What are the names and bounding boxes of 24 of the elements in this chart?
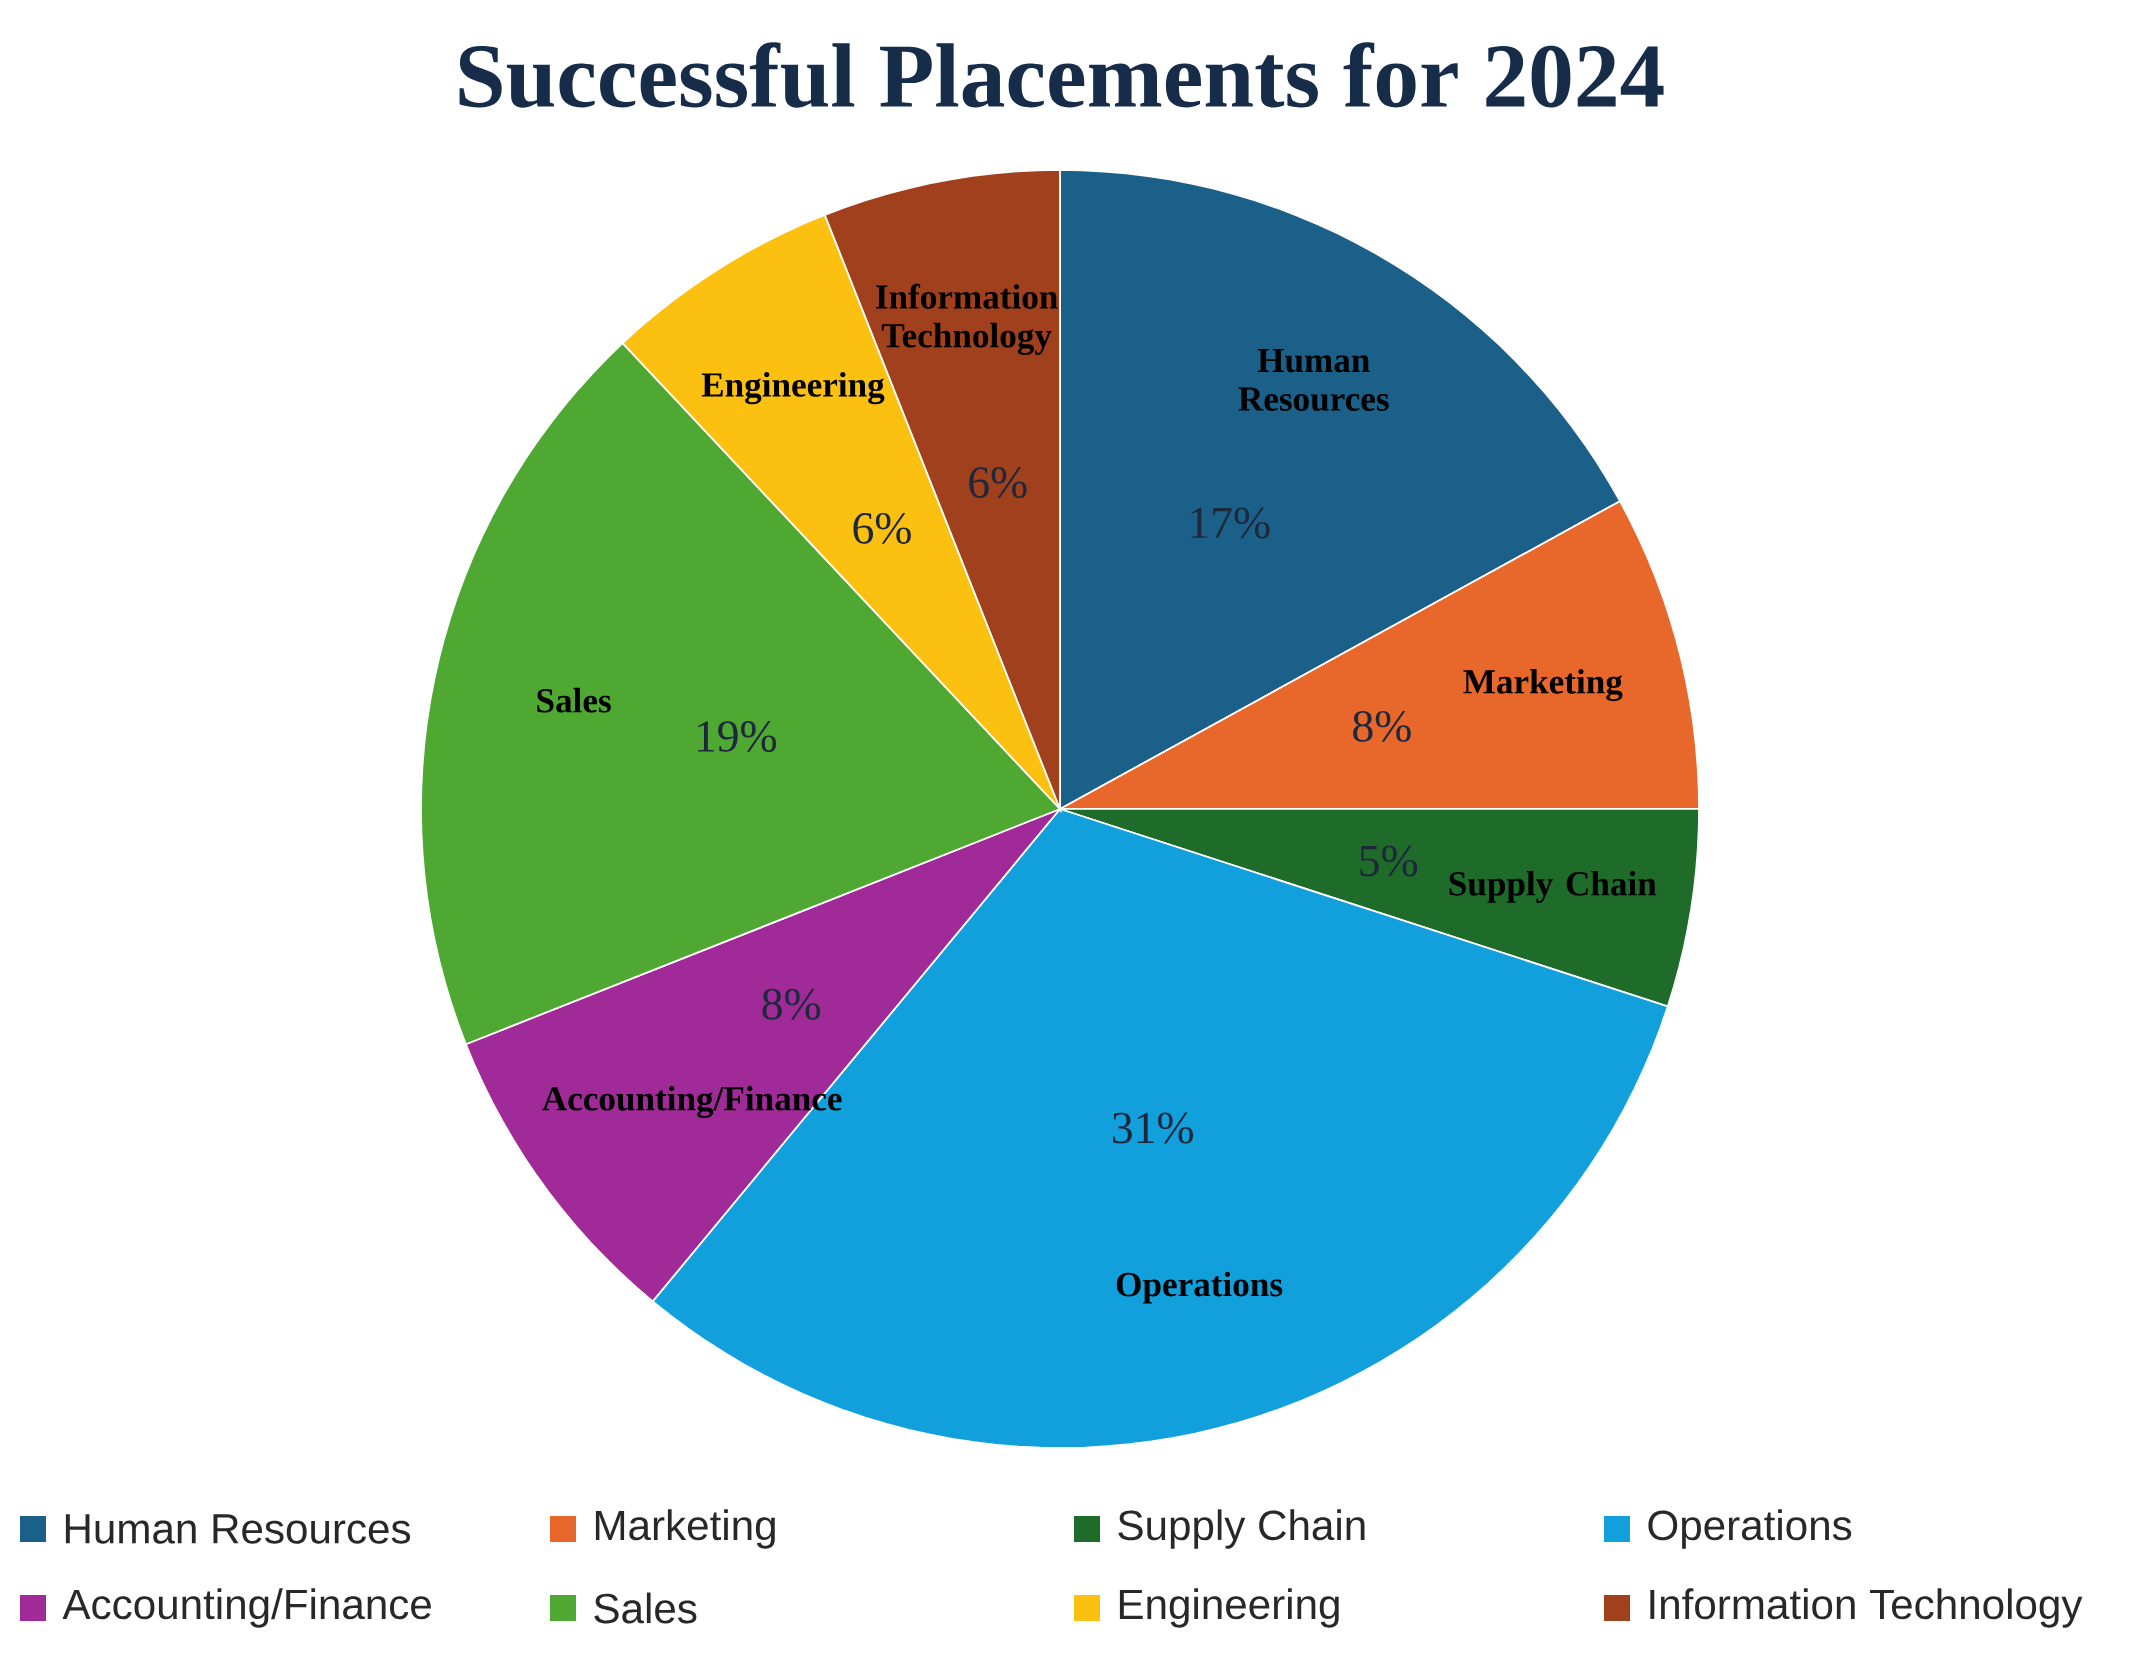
data-label: 6% <box>969 467 1027 499</box>
slice-label: Supply Chain <box>1449 870 1657 903</box>
legend-label: Accounting/Finance <box>62 1588 431 1628</box>
slice-label: Operations <box>1116 1271 1283 1304</box>
legend-label: Engineering <box>1119 1588 1339 1628</box>
legend-label: Information Technology <box>1650 1588 2083 1628</box>
chart-title: Successful Placements for 2024 <box>459 42 1664 108</box>
slice-label: Marketing <box>1463 668 1623 702</box>
legend-label: Marketing <box>595 1509 775 1549</box>
data-label: 17% <box>1191 507 1270 539</box>
legend-label: Human Resources <box>65 1514 411 1544</box>
data-label: 6% <box>853 512 911 544</box>
legend-label: Sales <box>594 1592 697 1624</box>
data-label: 8% <box>762 988 821 1020</box>
slice-label: Human Resources <box>1238 348 1389 412</box>
legend-label: Supply Chain <box>1118 1509 1365 1549</box>
data-label: 19% <box>697 721 777 752</box>
data-label: 31% <box>1113 1112 1194 1144</box>
slice-label: Sales <box>537 687 611 713</box>
slice-label: Information Technology <box>876 283 1058 355</box>
slice-label: Engineering <box>701 372 885 405</box>
legend-label: Operations <box>1648 1509 1852 1549</box>
data-label: 5% <box>1360 845 1418 877</box>
data-label: 8% <box>1353 710 1411 742</box>
